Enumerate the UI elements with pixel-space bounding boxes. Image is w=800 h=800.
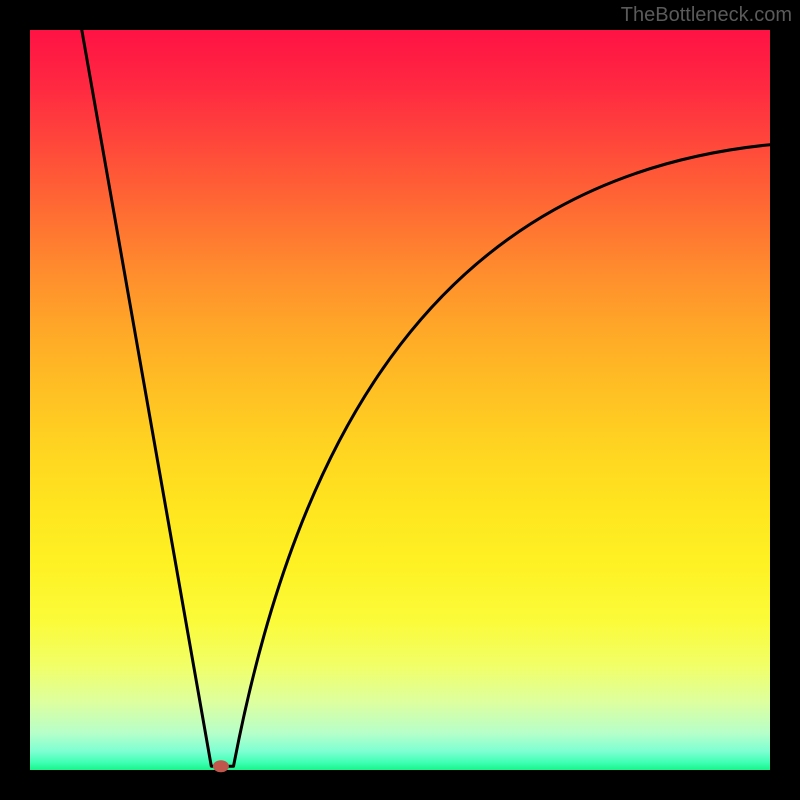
watermark-text: TheBottleneck.com (621, 4, 792, 27)
gradient-background (30, 30, 770, 770)
gradient-plot-area (30, 30, 770, 770)
chart-frame: TheBottleneck.com (0, 0, 800, 800)
